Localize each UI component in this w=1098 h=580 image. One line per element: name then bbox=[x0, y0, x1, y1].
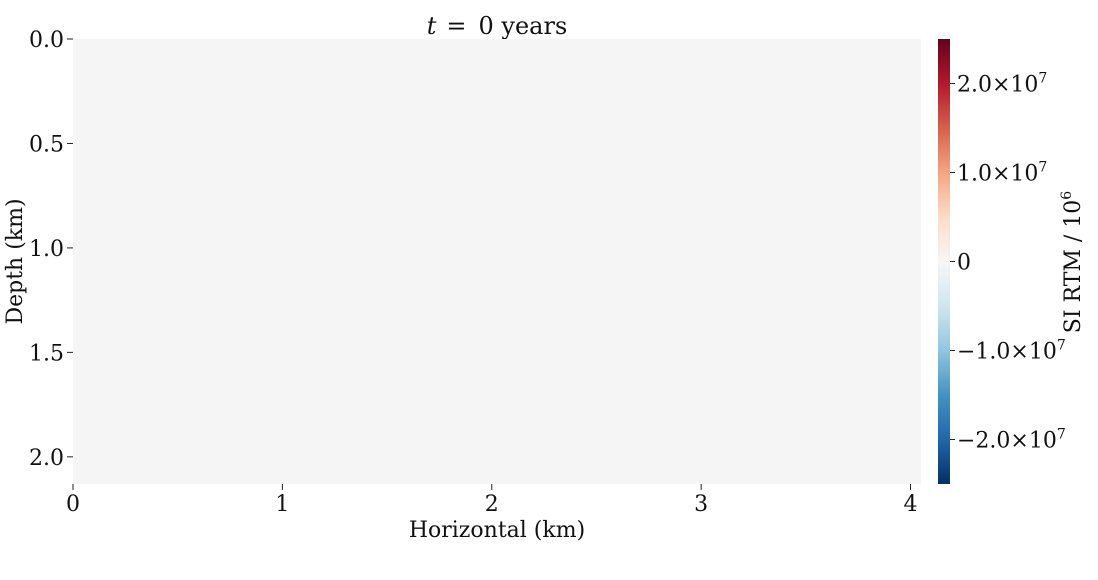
title-variable: t bbox=[427, 12, 437, 40]
colorbar-tick-label: 0 bbox=[957, 251, 971, 276]
x-tick-label: 0 bbox=[66, 492, 80, 517]
x-tick-label: 3 bbox=[694, 492, 708, 517]
y-tick-label: 0.5 bbox=[29, 132, 64, 157]
x-tick-label: 4 bbox=[904, 492, 918, 517]
colorbar-tick-label: 2.0×107 bbox=[957, 71, 1047, 98]
x-axis-label: Horizontal (km) bbox=[409, 518, 585, 543]
x-tick-label: 1 bbox=[275, 492, 289, 517]
colorbar-tick-label: −1.0×107 bbox=[957, 338, 1066, 365]
y-axis-label: Depth (km) bbox=[3, 198, 28, 324]
x-tick-label: 2 bbox=[485, 492, 499, 517]
axis-ticks: 0 1 2 3 4 0.0 0.5 1.0 1.5 2.0 bbox=[29, 28, 918, 517]
y-tick-label: 1.0 bbox=[29, 237, 64, 262]
colorbar bbox=[938, 39, 950, 484]
colorbar-ticks: 2.0×107 1.0×107 0 −1.0×107 −2.0×107 bbox=[950, 71, 1066, 454]
colorbar-tick-label: −2.0×107 bbox=[957, 427, 1066, 454]
y-tick-label: 0.0 bbox=[29, 28, 64, 53]
heatmap-field bbox=[73, 39, 921, 484]
title-equals: = bbox=[446, 12, 466, 40]
y-tick-label: 2.0 bbox=[29, 446, 64, 471]
title-value: 0 years bbox=[479, 12, 568, 40]
colorbar-label: SI RTM / 106 bbox=[1059, 191, 1086, 334]
chart-title: t = 0 years bbox=[427, 12, 568, 40]
y-tick-label: 1.5 bbox=[29, 341, 64, 366]
colorbar-tick-label: 1.0×107 bbox=[957, 160, 1047, 187]
